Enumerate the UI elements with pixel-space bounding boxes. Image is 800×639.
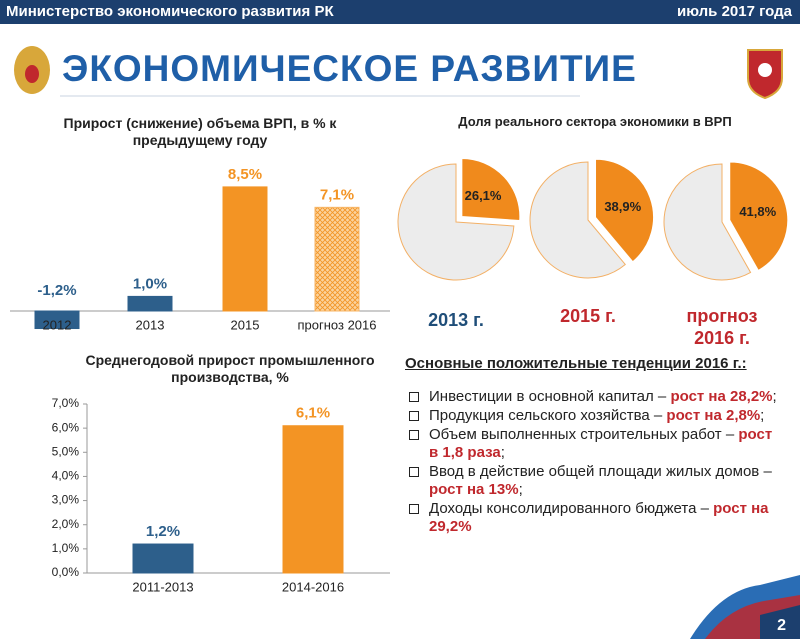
trend-highlight: рост на 28,2%: [670, 388, 773, 405]
pie-rest: [663, 163, 752, 281]
header-bar: [0, 0, 800, 24]
trend-highlight: рост на 2,8%: [666, 407, 761, 424]
trend-highlight: рост в 1,8 раза: [429, 426, 773, 461]
value-label: 38,9%: [604, 199, 641, 214]
value-label: 1,0%: [133, 275, 167, 292]
value-label: 6,1%: [296, 405, 330, 422]
value-label: -1,2%: [37, 282, 76, 299]
emblem-left: [14, 46, 50, 94]
y-tick-label: 1,0%: [52, 541, 80, 555]
category-label: 2013 г.: [428, 310, 484, 330]
trend-text: ;: [518, 481, 523, 498]
x-tick-label: 2011-2013: [132, 579, 193, 594]
chart-title: Среднегодовой прирост промышленного прои…: [85, 352, 375, 385]
value-label: 1,2%: [146, 523, 180, 540]
emblem-right: [747, 49, 783, 100]
bar: [282, 425, 344, 574]
x-tick-label: 2014-2016: [282, 579, 344, 594]
trend-text: Ввод в действие общей площади жилых домо…: [429, 463, 772, 480]
trends-list: Инвестиции в основной капитал – рост на …: [405, 388, 780, 537]
slide-title: ЭКОНОМИЧЕСКОЕ РАЗВИТИЕ: [62, 48, 637, 89]
header-right: июль 2017 года: [677, 3, 792, 20]
trend-item: Инвестиции в основной капитал – рост на …: [405, 388, 780, 406]
pie-rest: [397, 163, 515, 281]
trend-text: Объем выполненных строительных работ –: [429, 426, 739, 443]
trend-text: Инвестиции в основной капитал –: [429, 388, 671, 405]
x-tick-label: 2012: [43, 317, 72, 332]
trend-highlight: рост на 13%: [429, 481, 519, 498]
y-tick-label: 7,0%: [52, 396, 80, 410]
y-tick-label: 2,0%: [52, 517, 80, 531]
pie-slice: [595, 158, 655, 263]
trend-text: Доходы консолидированного бюджета –: [429, 500, 714, 517]
x-tick-label: 2013: [136, 317, 165, 332]
category-label: прогноз 2016 г.: [686, 306, 758, 348]
trends-title: Основные положительные тенденции 2016 г.…: [405, 355, 747, 372]
value-label: 26,1%: [465, 188, 502, 203]
bar: [314, 206, 360, 312]
trend-item: Объем выполненных строительных работ – р…: [405, 426, 780, 462]
bar: [222, 186, 268, 312]
trend-text: ;: [760, 407, 765, 424]
trend-item: Доходы консолидированного бюджета – рост…: [405, 500, 780, 536]
x-tick-label: прогноз 2016: [298, 317, 377, 332]
x-tick-label: 2015: [231, 317, 260, 332]
value-label: 7,1%: [320, 186, 354, 203]
pie-slice: [729, 161, 789, 272]
pie-rest: [529, 161, 626, 279]
page-number: 2: [777, 617, 786, 634]
y-tick-label: 6,0%: [52, 420, 80, 434]
trend-highlight: рост на 29,2%: [429, 500, 769, 535]
map-decor: [690, 575, 800, 639]
value-label: 41,8%: [739, 204, 776, 219]
chart-title: Доля реального сектора экономики в ВРП: [458, 114, 732, 129]
trend-item: Продукция сельского хозяйства – рост на …: [405, 407, 780, 425]
header-left: Министерство экономического развития РК: [6, 3, 334, 20]
y-tick-label: 0,0%: [52, 565, 80, 579]
pie-slice: [461, 158, 521, 222]
trend-text: ;: [500, 444, 505, 461]
trend-text: ;: [772, 388, 777, 405]
bar: [132, 543, 194, 574]
bar: [127, 295, 173, 312]
trend-text: Продукция сельского хозяйства –: [429, 407, 667, 424]
bar: [34, 310, 80, 330]
chart-title: Прирост (снижение) объема ВРП, в % к пре…: [63, 115, 337, 148]
y-tick-label: 3,0%: [52, 493, 80, 507]
value-label: 8,5%: [228, 166, 262, 183]
y-tick-label: 5,0%: [52, 444, 80, 458]
category-label: 2015 г.: [560, 306, 616, 326]
trend-item: Ввод в действие общей площади жилых домо…: [405, 463, 780, 499]
y-tick-label: 4,0%: [52, 469, 80, 483]
